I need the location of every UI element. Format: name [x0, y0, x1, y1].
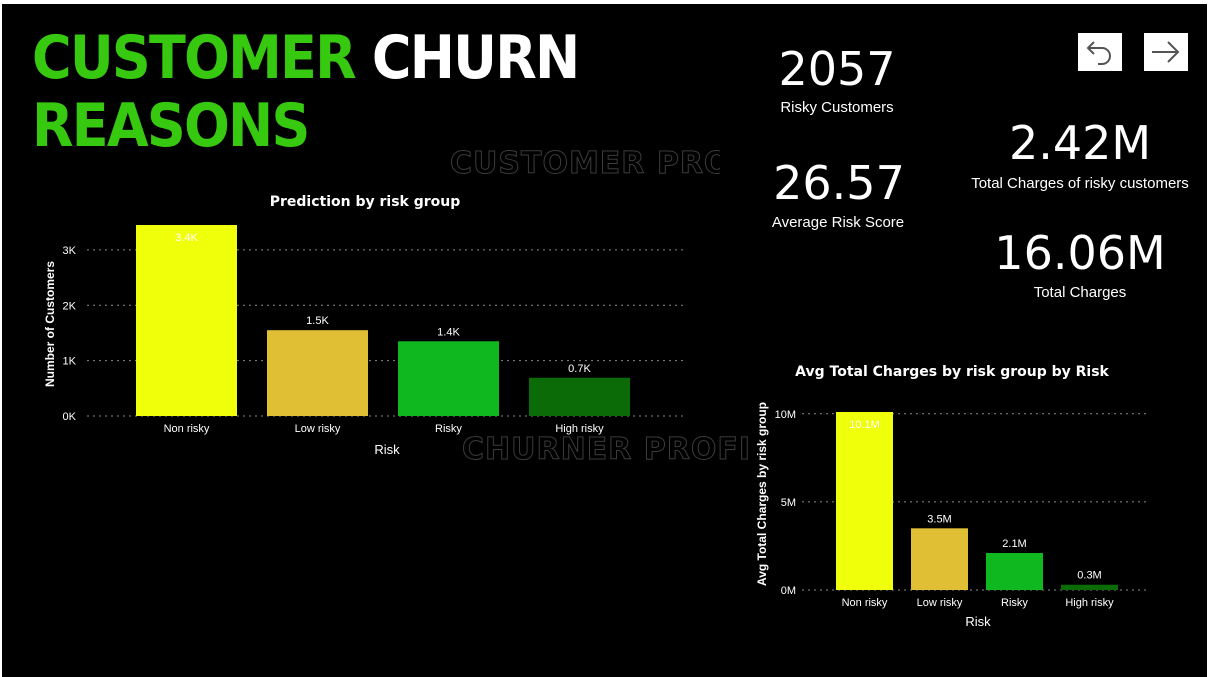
x-axis-label: Risk: [374, 442, 400, 457]
x-axis-label: Risk: [965, 614, 991, 629]
kpi-average-risk-score-label: Average Risk Score: [771, 214, 905, 231]
kpi-risky-customers-label: Risky Customers: [780, 99, 894, 116]
y-tick-label: 2K: [63, 300, 77, 312]
x-tick-label: Non risky: [164, 423, 210, 435]
x-tick-label: High risky: [555, 423, 604, 435]
kpi-total-charges-risky-label: Total Charges of risky customers: [971, 175, 1189, 192]
y-axis-label: Avg Total Charges by risk group: [755, 402, 769, 586]
data-label: 1.5K: [306, 315, 329, 327]
page-title-line1: CUSTOMER CHURN: [32, 23, 580, 93]
bar-risky: [398, 341, 499, 416]
data-label: 3.4K: [175, 232, 198, 244]
data-label: 2.1M: [1002, 538, 1026, 550]
kpi-total-charges-value: 16.06M: [994, 226, 1166, 280]
x-tick-label: Risky: [1001, 597, 1028, 609]
title-word-churn: CHURN: [371, 23, 580, 93]
back-button[interactable]: [1078, 33, 1122, 71]
kpi-total-charges-risky-value: 2.42M: [1008, 116, 1152, 170]
x-tick-label: High risky: [1065, 597, 1114, 609]
y-tick-label: 3K: [63, 245, 77, 257]
chart-title: Avg Total Charges by risk group by Risk: [795, 364, 1109, 380]
y-tick-label: 0K: [63, 411, 77, 423]
bar-risky: [986, 552, 1043, 590]
kpi-average-risk-score-value: 26.57: [773, 156, 905, 210]
page-title-line2: REASONS: [32, 91, 310, 161]
x-tick-label: Low risky: [917, 597, 963, 609]
data-label: 3.5M: [927, 513, 951, 525]
dashboard-canvas: CUSTOMER CHURN REASONS CUSTOMER PROFI CH…: [2, 4, 1207, 677]
x-tick-label: Risky: [435, 423, 462, 435]
y-tick-label: 5M: [781, 497, 796, 509]
y-tick-label: 10M: [775, 409, 796, 421]
watermark-churner-profile: CHURNER PROFILE: [462, 432, 752, 467]
kpi-risky-customers-value: 2057: [778, 42, 896, 96]
right-arrow-icon: [1152, 41, 1180, 63]
chart-title: Prediction by risk group: [270, 194, 461, 210]
data-label: 0.3M: [1077, 570, 1101, 582]
chart-avg-total-charges-by-risk: Avg Total Charges by risk group by Risk 0…: [755, 364, 1150, 629]
bar-high-risky: [529, 377, 630, 416]
bar-non-risky: [836, 412, 893, 590]
chart-prediction-by-risk-group: Prediction by risk group 0K 1K 2K 3K 3.4K Non …: [43, 194, 687, 457]
title-word-customer: CUSTOMER: [32, 23, 357, 93]
data-label: 10.1M: [849, 419, 880, 431]
bar-non-risky: [136, 225, 237, 416]
y-axis-label: Number of Customers: [43, 261, 57, 387]
y-tick-label: 0M: [781, 585, 796, 597]
x-tick-label: Non risky: [842, 597, 888, 609]
bar-low-risky: [911, 528, 968, 590]
data-label: 1.4K: [437, 326, 460, 338]
y-tick-label: 1K: [63, 356, 77, 368]
undo-arrow-icon: [1086, 41, 1111, 65]
x-tick-label: Low risky: [295, 423, 341, 435]
bar-low-risky: [267, 330, 368, 416]
bar-high-risky: [1061, 584, 1118, 590]
data-label: 0.7K: [568, 363, 591, 375]
watermark-customer-profile: CUSTOMER PROFI: [450, 146, 720, 181]
forward-button[interactable]: [1144, 33, 1188, 71]
kpi-total-charges-label: Total Charges: [1033, 284, 1127, 301]
